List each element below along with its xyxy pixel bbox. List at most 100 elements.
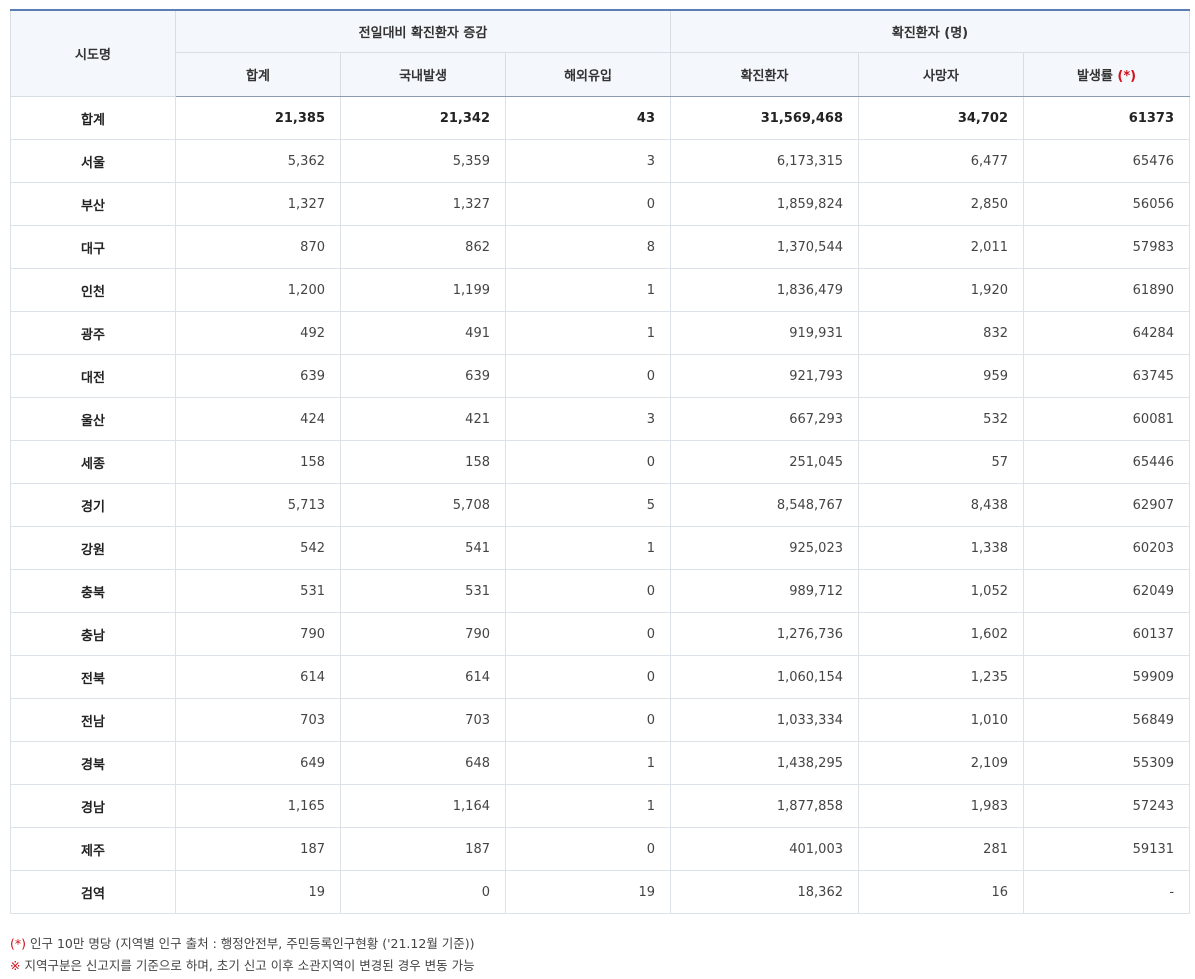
cell-total: 703 — [175, 698, 341, 742]
cell-domestic: 5,359 — [340, 139, 506, 183]
cell-domestic: 5,708 — [340, 483, 506, 527]
cell-confirmed: 925,023 — [670, 526, 859, 570]
cell-total: 19 — [175, 870, 341, 914]
table-row: 광주 492 491 1 919,931 832 64284 — [10, 311, 1191, 355]
table-row: 세종 158 158 0 251,045 57 65446 — [10, 440, 1191, 484]
cell-rate: 59909 — [1022, 655, 1191, 699]
cell-domestic: 187 — [340, 827, 506, 871]
cell-name: 검역 — [10, 870, 176, 914]
cell-rate: 57243 — [1022, 784, 1191, 828]
cell-overseas: 1 — [505, 526, 671, 570]
cell-overseas: 0 — [505, 655, 671, 699]
cell-name: 충북 — [10, 569, 176, 613]
table-row: 강원 542 541 1 925,023 1,338 60203 — [10, 526, 1191, 570]
table-row: 경남 1,165 1,164 1 1,877,858 1,983 57243 — [10, 784, 1191, 828]
cell-overseas: 0 — [505, 827, 671, 871]
cell-confirmed: 1,370,544 — [670, 225, 859, 269]
table-row: 전남 703 703 0 1,033,334 1,010 56849 — [10, 698, 1191, 742]
cell-name: 인천 — [10, 268, 176, 312]
cell-confirmed: 921,793 — [670, 354, 859, 398]
footnote-rate: (*) 인구 10만 명당 (지역별 인구 출처 : 행정안전부, 주민등록인구… — [10, 933, 475, 955]
cell-overseas: 0 — [505, 440, 671, 484]
cell-domestic: 862 — [340, 225, 506, 269]
cell-confirmed: 18,362 — [670, 870, 859, 914]
cell-total: 492 — [175, 311, 341, 355]
cell-total: 1,165 — [175, 784, 341, 828]
cell-total: 531 — [175, 569, 341, 613]
cell-overseas: 1 — [505, 741, 671, 785]
table-row: 검역 19 0 19 18,362 16- — [10, 870, 1191, 914]
table-row: 부산 1,327 1,327 0 1,859,824 2,850 56056 — [10, 182, 1191, 226]
cell-rate: 62907 — [1022, 483, 1191, 527]
table-row: 경북 649 648 1 1,438,295 2,109 55309 — [10, 741, 1191, 785]
cell-overseas: 1 — [505, 268, 671, 312]
cell-name: 서울 — [10, 139, 176, 183]
cell-deaths: 2,011 — [858, 225, 1024, 269]
cell-rate: 56849 — [1022, 698, 1191, 742]
cell-domestic: 421 — [340, 397, 506, 441]
header-overseas: 해외유입 — [505, 52, 671, 97]
cell-name: 충남 — [10, 612, 176, 656]
table-row: 대구 870 862 8 1,370,544 2,011 57983 — [10, 225, 1191, 269]
cell-name: 광주 — [10, 311, 176, 355]
cell-overseas: 0 — [505, 354, 671, 398]
cell-deaths: 16 — [858, 870, 1024, 914]
cell-confirmed: 1,033,334 — [670, 698, 859, 742]
header-region: 시도명 — [10, 9, 176, 97]
cell-rate: 55309 — [1022, 741, 1191, 785]
cell-name: 대구 — [10, 225, 176, 269]
cell-deaths: 8,438 — [858, 483, 1024, 527]
cell-total: 424 — [175, 397, 341, 441]
cell-domestic: 491 — [340, 311, 506, 355]
cell-deaths: 959 — [858, 354, 1024, 398]
table-body: 합계 21,385 21,342 43 31,569,468 34,702 61373 서울 5… — [10, 96, 1191, 914]
cell-deaths: 532 — [858, 397, 1024, 441]
cell-deaths: 281 — [858, 827, 1024, 871]
cell-domestic: 21,342 — [340, 96, 506, 140]
cell-name: 세종 — [10, 440, 176, 484]
table-row: 인천 1,200 1,199 1 1,836,479 1,920 61890 — [10, 268, 1191, 312]
cell-overseas: 3 — [505, 397, 671, 441]
region-stats-table-container: 시도명 전일대비 확진환자 증감 확진환자 (명) 합계 국내발생 해외유입 확… — [10, 9, 1191, 914]
header-domestic: 국내발생 — [340, 52, 506, 97]
cell-overseas: 3 — [505, 139, 671, 183]
cell-confirmed: 8,548,767 — [670, 483, 859, 527]
header-deaths: 사망자 — [858, 52, 1024, 97]
cell-name: 경북 — [10, 741, 176, 785]
cell-rate: 56056 — [1022, 182, 1191, 226]
cell-total: 639 — [175, 354, 341, 398]
cell-total: 1,327 — [175, 182, 341, 226]
cell-rate: 60137 — [1022, 612, 1191, 656]
cell-domestic: 1,327 — [340, 182, 506, 226]
cell-deaths: 832 — [858, 311, 1024, 355]
footnote-rate-text: 인구 10만 명당 (지역별 인구 출처 : 행정안전부, 주민등록인구현황 (… — [26, 936, 475, 951]
cell-confirmed: 919,931 — [670, 311, 859, 355]
cell-total: 5,362 — [175, 139, 341, 183]
cell-rate: 60081 — [1022, 397, 1191, 441]
header-rate: 발생률 (*) — [1022, 52, 1191, 97]
table-row: 충남 790 790 0 1,276,736 1,602 60137 — [10, 612, 1191, 656]
cell-confirmed: 989,712 — [670, 569, 859, 613]
footnote-rate-mark: (*) — [10, 936, 27, 951]
cell-confirmed: 31,569,468 — [670, 96, 859, 140]
header-total: 합계 — [175, 52, 341, 97]
cell-total: 5,713 — [175, 483, 341, 527]
cell-domestic: 0 — [340, 870, 506, 914]
cell-confirmed: 1,877,858 — [670, 784, 859, 828]
cell-name: 합계 — [10, 96, 176, 140]
cell-name: 경기 — [10, 483, 176, 527]
header-group-confirmed: 확진환자 (명) — [669, 9, 1191, 53]
cell-deaths: 1,010 — [858, 698, 1024, 742]
cell-overseas: 0 — [505, 698, 671, 742]
cell-domestic: 541 — [340, 526, 506, 570]
header-confirmed: 확진환자 — [670, 52, 859, 97]
cell-rate: 64284 — [1022, 311, 1191, 355]
cell-name: 경남 — [10, 784, 176, 828]
table-row: 대전 639 639 0 921,793 959 63745 — [10, 354, 1191, 398]
cell-deaths: 1,602 — [858, 612, 1024, 656]
cell-total: 21,385 — [175, 96, 341, 140]
cell-domestic: 790 — [340, 612, 506, 656]
cell-domestic: 1,199 — [340, 268, 506, 312]
cell-domestic: 1,164 — [340, 784, 506, 828]
table-row: 울산 424 421 3 667,293 532 60081 — [10, 397, 1191, 441]
